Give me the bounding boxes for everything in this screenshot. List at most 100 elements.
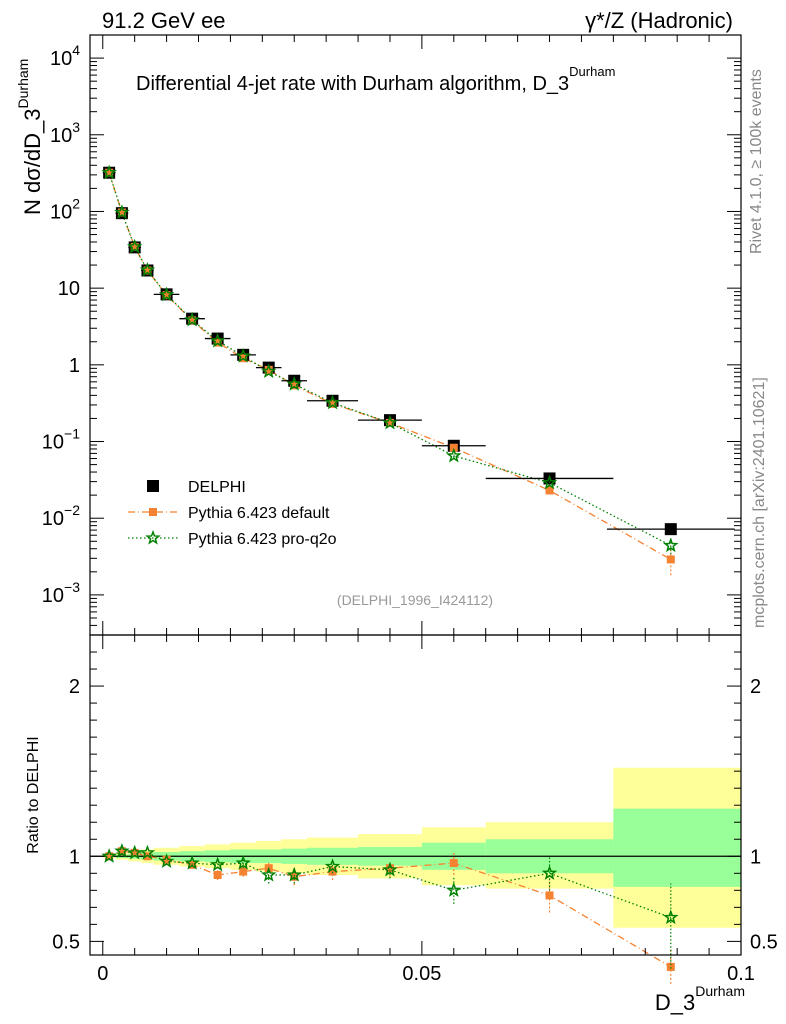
pythia-pro-q2o-point bbox=[114, 204, 130, 220]
pythia-pro-q2o-point bbox=[126, 238, 143, 254]
ratio-y-tick-label: 0.5 bbox=[52, 931, 80, 953]
ratio-plot-border bbox=[89, 634, 742, 956]
pythia-default-point bbox=[117, 208, 126, 217]
pythia-default-point bbox=[143, 266, 152, 275]
main-y-tick-label: 10−3 bbox=[42, 579, 80, 607]
main-y-axis-label-superscript: Durham bbox=[15, 59, 31, 109]
legend-marker-delphi bbox=[147, 480, 159, 492]
pythia-pro-q2o-point bbox=[260, 363, 277, 379]
pythia-default-point bbox=[666, 555, 675, 564]
pythia-pro-q2o-point bbox=[184, 311, 200, 327]
ratio-pythia-pro-q2o-point bbox=[446, 882, 462, 897]
pythia-pro-q2o-point bbox=[541, 474, 558, 490]
ratio-pythia-pro-q2o-point bbox=[114, 843, 130, 858]
x-tick-label: 0.05 bbox=[402, 963, 441, 985]
ratio-y-tick-label-right: 1 bbox=[750, 846, 761, 868]
main-y-tick-label-exponent: −3 bbox=[64, 579, 80, 595]
ratio-pythia-pro-q2o-point bbox=[286, 866, 302, 882]
main-y-tick-label-exponent: 2 bbox=[72, 195, 80, 211]
main-y-tick-label: 103 bbox=[50, 119, 80, 147]
ratio-pythia-default-point bbox=[545, 891, 554, 900]
ratio-line-pythia-pro-q2o bbox=[108, 850, 672, 919]
main-y-tick-label-exponent: 3 bbox=[72, 119, 80, 135]
pythia-pro-q2o-point bbox=[663, 537, 679, 553]
ratio-pythia-pro-q2o-point bbox=[235, 854, 251, 870]
legend-label-pythia-default: Pythia 6.423 default bbox=[188, 505, 330, 522]
main-panel bbox=[101, 164, 735, 576]
main-y-tick-label-base: 10 bbox=[42, 508, 64, 530]
pythia-default-point bbox=[328, 399, 337, 408]
ratio-pythia-pro-q2o-point bbox=[324, 858, 341, 874]
ratio-pythia-default-point bbox=[105, 852, 114, 861]
main-title: Differential 4-jet rate with Durham algo… bbox=[136, 64, 615, 95]
legend: DELPHI Pythia 6.423 default Pythia 6.423… bbox=[128, 479, 337, 548]
ratio-pythia-pro-q2o-point bbox=[126, 844, 143, 860]
main-y-tick-label-base: 10 bbox=[50, 48, 72, 70]
ratio-pythia-pro-q2o-point bbox=[260, 866, 277, 882]
ratio-line-pythia-default bbox=[108, 850, 672, 968]
main-y-tick-label-exponent: 4 bbox=[72, 42, 80, 58]
main-y-tick-label-base: 10 bbox=[58, 278, 80, 300]
ratio-y-tick-label: 2 bbox=[69, 676, 80, 698]
legend-label-delphi: DELPHI bbox=[188, 479, 246, 496]
pythia-default-point bbox=[162, 291, 171, 300]
x-tick-label: 0 bbox=[97, 963, 108, 985]
series-line-pythia-default bbox=[108, 172, 672, 561]
series-line-pythia-pro-q2o bbox=[108, 172, 672, 547]
energy-label: 91.2 GeV ee bbox=[102, 8, 226, 33]
ratio-pythia-default-point bbox=[666, 962, 675, 971]
ratio-pythia-default-point bbox=[117, 847, 126, 856]
pythia-default-point bbox=[545, 486, 554, 495]
stat-uncertainty-band bbox=[613, 808, 741, 887]
main-y-axis-label-text: N dσ/dD_3 bbox=[20, 108, 45, 215]
main-y-tick-label-base: 10 bbox=[42, 432, 64, 454]
ratio-pythia-default-point bbox=[385, 864, 394, 873]
main-y-tick-label: 10−1 bbox=[42, 426, 80, 454]
analysis-id-annotation: (DELPHI_1996_I424112) bbox=[337, 592, 493, 608]
ratio-pythia-pro-q2o-point bbox=[101, 848, 117, 863]
main-y-tick-label-base: 1 bbox=[69, 355, 80, 377]
main-y-tick-label: 10−2 bbox=[42, 502, 80, 530]
pythia-default-point bbox=[105, 168, 114, 177]
main-y-tick-label-exponent: −1 bbox=[64, 426, 80, 442]
pythia-default-point bbox=[290, 381, 299, 390]
pythia-pro-q2o-point bbox=[324, 394, 341, 410]
main-y-axis-label: N dσ/dD_3Durham bbox=[15, 59, 45, 215]
main-y-tick-label-base: 10 bbox=[50, 125, 72, 147]
main-y-tick-label: 102 bbox=[50, 195, 80, 223]
ratio-panel bbox=[90, 767, 741, 984]
main-y-tick-label: 1 bbox=[69, 355, 80, 377]
main-y-tick-label: 10 bbox=[58, 278, 80, 300]
ratio-y-tick-label-right: 2 bbox=[750, 676, 761, 698]
main-y-tick-label-base: 10 bbox=[42, 585, 64, 607]
main-title-text: Differential 4-jet rate with Durham algo… bbox=[136, 73, 569, 95]
ratio-pythia-pro-q2o-point bbox=[382, 861, 398, 877]
pythia-pro-q2o-point bbox=[139, 261, 156, 277]
pythia-default-point bbox=[130, 242, 139, 251]
pythia-pro-q2o-point bbox=[446, 447, 462, 463]
ratio-y-tick-label-right: 0.5 bbox=[750, 931, 778, 953]
ratio-panel-frame: 0.5 0.5 1 1 2 2 0 0.05 0.1 bbox=[52, 634, 778, 985]
ratio-pythia-default-point bbox=[239, 867, 248, 876]
main-y-tick-label: 104 bbox=[50, 42, 80, 70]
ratio-pythia-pro-q2o-point bbox=[139, 844, 156, 860]
ratio-y-axis-label: Ratio to DELPHI bbox=[25, 736, 42, 853]
ratio-pythia-default-point bbox=[213, 871, 222, 879]
pythia-pro-q2o-point bbox=[286, 376, 302, 391]
process-label: γ*/Z (Hadronic) bbox=[585, 8, 733, 33]
legend-label-pythia-pro-q2o: Pythia 6.423 pro-q2o bbox=[188, 531, 337, 548]
main-y-tick-label-exponent: −2 bbox=[64, 502, 80, 518]
pythia-default-point bbox=[264, 365, 273, 374]
ratio-pythia-default-point bbox=[130, 848, 139, 857]
x-axis-label-superscript: Durham bbox=[695, 983, 745, 999]
main-y-tick-label-base: 10 bbox=[50, 201, 72, 223]
pythia-default-point bbox=[188, 316, 197, 325]
mcplots-label: mcplots.cern.ch [arXiv:2401.10621] bbox=[751, 377, 768, 628]
main-title-superscript: Durham bbox=[569, 64, 615, 79]
ratio-pythia-default-point bbox=[162, 855, 171, 864]
ratio-pythia-pro-q2o-point bbox=[184, 854, 200, 870]
pythia-pro-q2o-point bbox=[235, 347, 251, 363]
ratio-pythia-default-point bbox=[449, 859, 458, 868]
x-axis-label: D_3Durham bbox=[655, 983, 745, 1015]
